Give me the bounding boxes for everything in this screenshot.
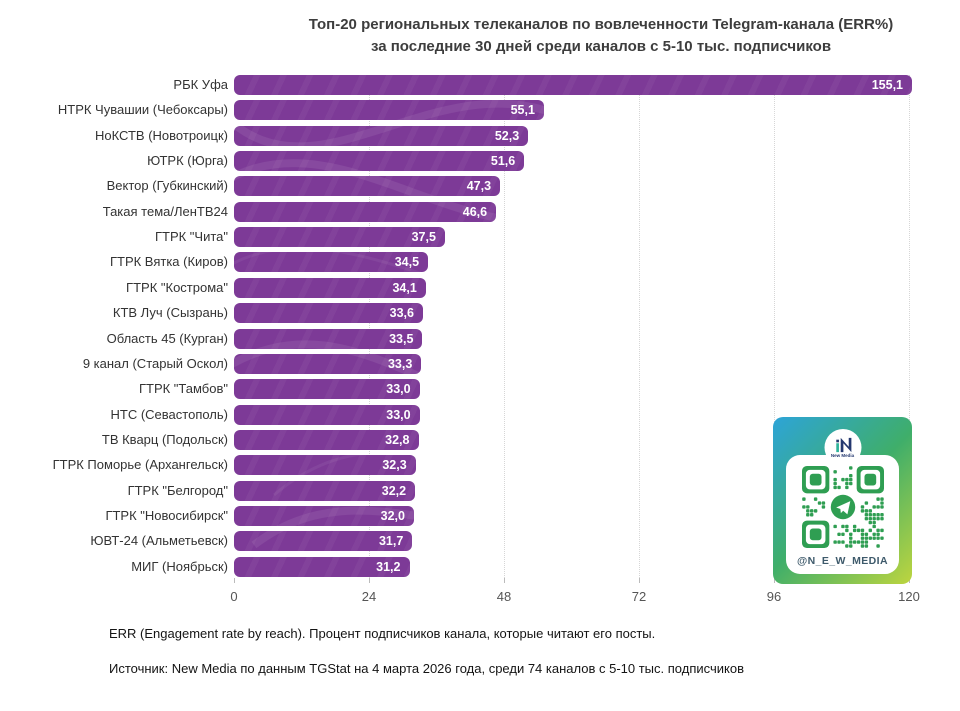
category-labels: РБК Уфа НТРК Чувашии (Чебоксары) НоКСТВ (Н… [0,0,228,600]
logo-caption: New Media [830,453,855,458]
bar: 33,6 [234,303,423,324]
bar: 33,0 [234,379,420,400]
gridline [639,75,640,578]
x-tick-label: 120 [898,589,920,604]
telegram-handle: @N_E_W_MEDIA [797,555,888,567]
bar-value-label: 47,3 [466,179,492,194]
x-tick-label: 48 [496,589,512,604]
x-tick-mark [639,578,640,583]
bar: 46,6 [234,201,497,222]
bar-value-label: 33,5 [389,331,414,346]
bar: 55,1 [234,100,544,121]
category-label: Область 45 (Курган) [106,330,228,346]
chart-title-line2: за последние 30 дней среди каналов с 5-1… [370,38,832,55]
bar: 155,1 [234,75,912,95]
x-tick-mark [234,578,235,583]
bar: 33,5 [234,328,423,349]
gridline [369,75,370,578]
category-label: Такая тема/ЛенТВ24 [102,203,228,219]
category-label: МИГ (Ноябрьск) [131,558,228,574]
category-label: ЮВТ-24 (Альметьевск) [90,533,228,549]
category-label: НТРК Чувашии (Чебоксары) [57,102,228,118]
bar: 47,3 [234,176,501,197]
bar: 31,2 [234,556,410,577]
bar-value-label: 155,1 [871,78,903,92]
category-label: КТВ Луч (Сызрань) [112,305,228,321]
category-label: ТВ Кварц (Подольск) [101,431,228,447]
category-label: НТС (Севастополь) [110,406,228,422]
bar-value-label: 32,8 [385,432,410,447]
x-tick-mark [504,578,505,583]
qr-card: New Media @N_E_W_MEDIA [773,417,912,584]
category-label: ГТРК Вятка (Киров) [109,254,228,270]
bar: 34,1 [234,277,426,298]
bar-value-label: 37,5 [411,230,436,245]
err-definition: ERR (Engagement rate by reach). Процент … [109,626,656,641]
bar: 32,0 [234,505,414,526]
bar: 33,3 [234,353,422,374]
gridline [774,75,775,578]
x-tick-label: 72 [631,589,647,604]
bar-value-label: 33,6 [389,306,414,321]
bar-value-label: 51,6 [490,154,516,169]
n-logo-icon [836,437,852,453]
category-label: ГТРК "Тамбов" [138,381,228,397]
chart-title-line1: Топ-20 региональных телеканалов по вовле… [308,16,894,33]
category-label: НоКСТВ (Новотроицк) [94,127,228,143]
category-label: Вектор (Губкинский) [106,178,228,194]
bar-value-label: 34,5 [394,255,420,270]
x-tick-label: 96 [766,589,782,604]
bar-value-label: 52,3 [494,128,520,143]
category-label: ЮТРК (Юрга) [147,153,228,169]
bar-value-label: 31,7 [378,534,404,549]
bar-value-label: 33,0 [386,407,411,422]
bar-value-label: 46,6 [462,204,488,219]
bar: 37,5 [234,227,445,248]
bar: 33,0 [234,404,420,425]
bar-value-label: 33,3 [387,356,413,371]
gridline [504,75,505,578]
bar: 32,3 [234,455,416,476]
source-note: Источник: New Media по данным TGStat на … [109,661,744,676]
bar-value-label: 32,2 [381,483,407,498]
bar: 31,7 [234,531,413,552]
category-label: ГТРК Поморье (Архангельск) [52,457,228,473]
gridline [909,75,910,578]
bar: 51,6 [234,151,525,172]
category-label: ГТРК "Кострома" [126,279,228,295]
bar: 52,3 [234,125,529,146]
qr-code [801,466,884,548]
category-label: ГТРК "Новосибирск" [105,507,228,523]
chart-title: Топ-20 региональных телеканалов по вовле… [240,14,960,58]
x-tick-label: 24 [361,589,377,604]
bar-value-label: 31,2 [376,559,401,574]
category-label: ГТРК "Белгород" [127,482,228,498]
category-label: РБК Уфа [173,77,228,92]
new-media-logo: New Media [824,429,861,466]
bar-value-label: 32,0 [380,508,405,523]
x-tick-mark [369,578,370,583]
bar-value-label: 34,1 [392,280,417,295]
bar-value-label: 33,0 [386,382,411,397]
bar: 32,2 [234,480,416,501]
bar-value-label: 55,1 [510,103,535,118]
category-label: 9 канал (Старый Оскол) [82,355,228,371]
x-tick-label: 0 [230,589,238,604]
qr-panel: @N_E_W_MEDIA [786,455,899,574]
category-label: ГТРК "Чита" [154,229,228,245]
bar: 34,5 [234,252,429,273]
bar-value-label: 32,3 [382,458,407,473]
bar: 32,8 [234,429,419,450]
